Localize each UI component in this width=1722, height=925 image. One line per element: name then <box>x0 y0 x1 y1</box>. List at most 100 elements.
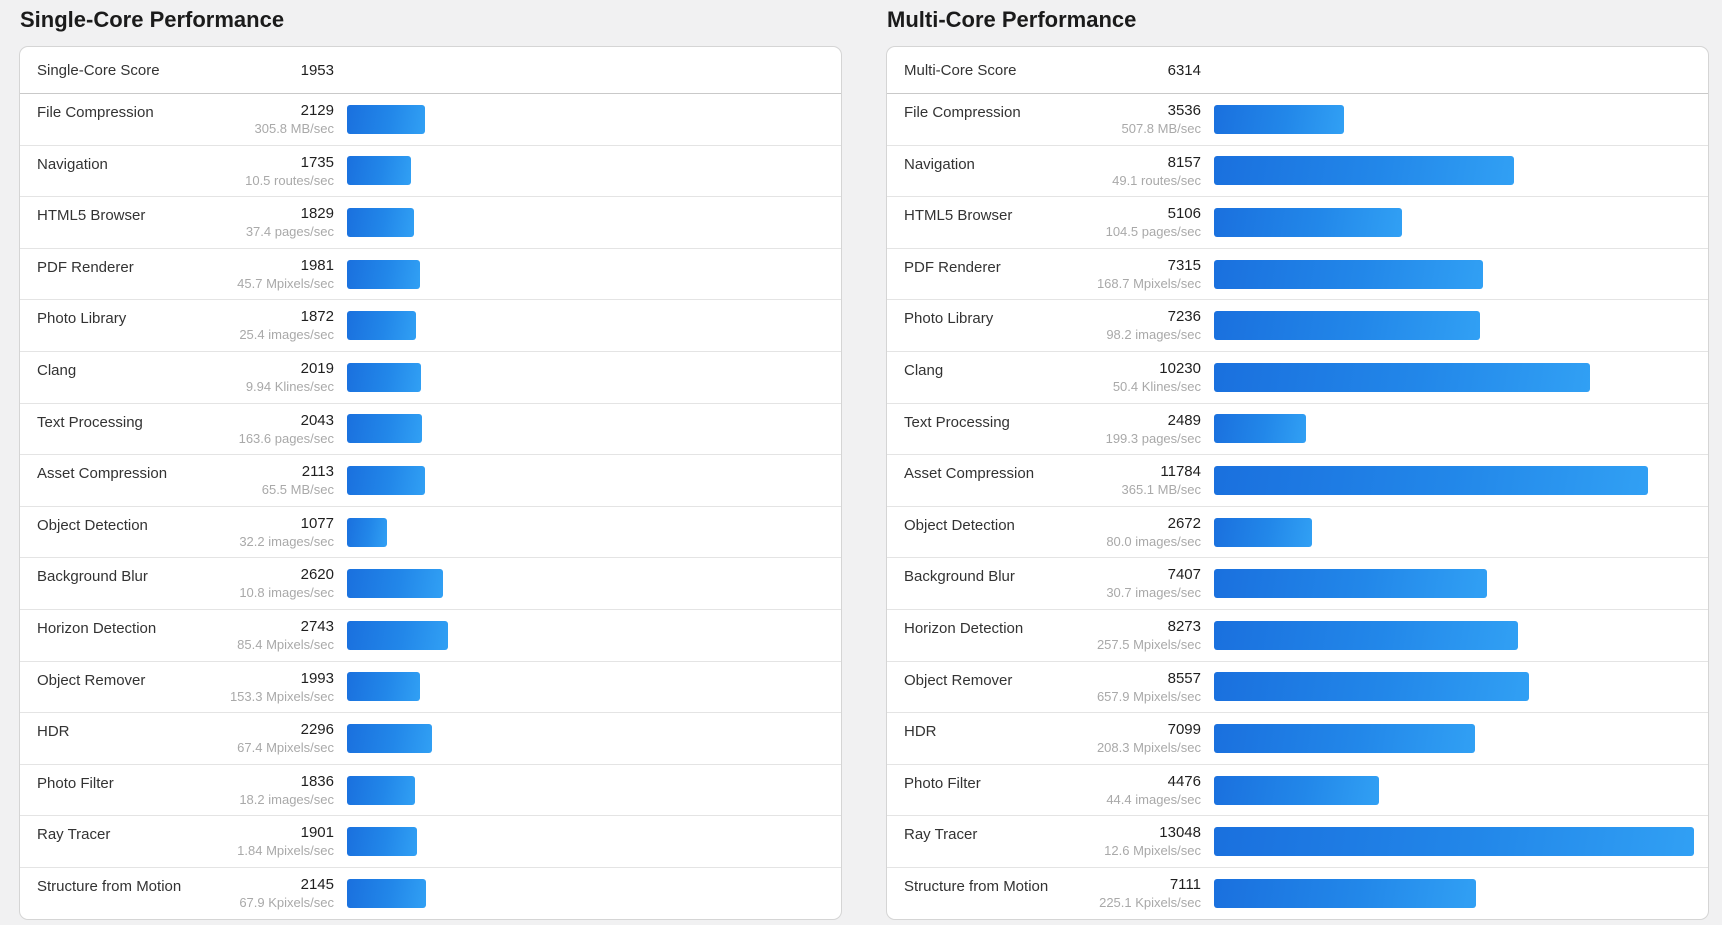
benchmark-rate: 507.8 MB/sec <box>1121 121 1202 136</box>
benchmark-row: Clang 2019 9.94 Klines/sec <box>20 350 841 403</box>
benchmark-score-block: 7315 168.7 Mpixels/sec <box>1066 249 1201 300</box>
benchmark-bar-track <box>1201 404 1708 455</box>
benchmark-score-block: 2672 80.0 images/sec <box>1066 507 1201 558</box>
benchmark-score: 1829 <box>300 205 334 223</box>
benchmark-rate: 45.7 Mpixels/sec <box>237 275 334 291</box>
benchmark-row: Photo Library 7236 98.2 images/sec <box>887 299 1708 351</box>
benchmark-row: HTML5 Browser 1829 37.4 pages/sec <box>20 196 841 248</box>
benchmark-score-block: 1981 45.7 Mpixels/sec <box>199 249 334 300</box>
benchmark-rate: 67.9 Kpixels/sec <box>239 894 334 910</box>
benchmark-name: Asset Compression <box>37 465 168 483</box>
benchmark-row: Photo Library 1872 25.4 images/sec <box>20 299 841 351</box>
benchmark-bar-track <box>1201 610 1708 661</box>
benchmark-bar <box>347 878 426 908</box>
benchmark-name: Object Detection <box>904 516 1015 534</box>
benchmark-bar <box>347 827 417 857</box>
benchmark-score-block: 7111 225.1 Kpixels/sec <box>1066 868 1201 919</box>
benchmark-row: Object Remover 8557 657.9 Mpixels/sec <box>887 660 1708 713</box>
benchmark-bar <box>1214 311 1481 341</box>
benchmark-score-block: 2743 85.4 Mpixels/sec <box>199 610 334 661</box>
benchmark-score: 1981 <box>300 256 334 274</box>
benchmark-bar-track <box>1201 662 1708 713</box>
benchmark-name: Ray Tracer <box>904 826 978 844</box>
benchmark-bar-track <box>334 816 841 867</box>
benchmark-row: Navigation 8157 49.1 routes/sec <box>887 144 1708 197</box>
benchmark-row: Clang 10230 50.4 Klines/sec <box>887 350 1708 403</box>
benchmark-rate: 37.4 pages/sec <box>245 224 334 240</box>
multi-core-score-value: 6314 <box>1167 61 1201 79</box>
benchmark-name: Ray Tracer <box>37 826 111 844</box>
benchmark-bar-track <box>334 507 841 558</box>
benchmark-name: File Compression <box>37 104 154 121</box>
benchmark-bar <box>1214 827 1694 857</box>
benchmark-row: PDF Renderer 7315 168.7 Mpixels/sec <box>887 247 1708 300</box>
benchmark-bar <box>1214 104 1345 134</box>
benchmark-score-block: 2145 67.9 Kpixels/sec <box>199 868 334 919</box>
benchmark-row: Photo Filter 1836 18.2 images/sec <box>20 763 841 816</box>
benchmark-score: 2296 <box>300 721 334 739</box>
benchmark-rate: 257.5 Mpixels/sec <box>1096 636 1201 652</box>
benchmark-score-block: 8157 49.1 routes/sec <box>1066 146 1201 197</box>
benchmark-score: 2620 <box>300 566 334 584</box>
benchmark-bar-track <box>1201 197 1708 248</box>
benchmark-bar <box>1214 465 1648 495</box>
benchmark-row: Asset Compression 2113 65.5 MB/sec <box>20 454 841 506</box>
benchmark-bar <box>1214 672 1529 702</box>
benchmark-row: Object Remover 1993 153.3 Mpixels/sec <box>20 660 841 713</box>
benchmark-score: 1836 <box>300 772 334 790</box>
benchmark-bar-track <box>334 868 841 919</box>
benchmark-bar <box>1214 723 1476 753</box>
single-core-score-row: Single-Core Score 1953 <box>20 47 841 93</box>
benchmark-score: 7236 <box>1167 308 1201 326</box>
benchmark-name: Horizon Detection <box>904 619 1024 637</box>
benchmark-rate: 365.1 MB/sec <box>1121 482 1202 498</box>
benchmark-rate: 98.2 images/sec <box>1106 327 1201 343</box>
benchmark-bar-track <box>1201 455 1708 506</box>
benchmark-rate: 32.2 images/sec <box>239 533 334 549</box>
benchmark-score-block: 2129 305.8 MB/sec <box>199 94 335 145</box>
benchmark-score-block: 1735 10.5 routes/sec <box>199 146 334 197</box>
benchmark-score-block: 1836 18.2 images/sec <box>199 765 334 816</box>
benchmark-rate: 25.4 images/sec <box>239 327 334 343</box>
single-core-rows: File Compression 2129 305.8 MB/sec Navigati… <box>20 93 841 919</box>
benchmark-score-block: 7236 98.2 images/sec <box>1066 300 1201 351</box>
benchmark-row: PDF Renderer 1981 45.7 Mpixels/sec <box>20 247 841 300</box>
benchmark-rate: 85.4 Mpixels/sec <box>237 636 334 652</box>
multi-core-panel-title: Multi-Core Performance <box>887 7 1137 32</box>
benchmark-rate: 657.9 Mpixels/sec <box>1096 688 1201 704</box>
benchmark-score-block: 8273 257.5 Mpixels/sec <box>1066 610 1201 661</box>
benchmark-score: 7111 <box>1169 875 1201 893</box>
benchmark-bar-track <box>334 146 841 197</box>
benchmark-row: HTML5 Browser 5106 104.5 pages/sec <box>887 196 1708 248</box>
benchmark-score-block: 2043 163.6 pages/sec <box>199 404 334 455</box>
benchmark-name: Photo Filter <box>37 774 114 792</box>
benchmark-row: Navigation 1735 10.5 routes/sec <box>20 144 841 197</box>
benchmark-name: Structure from Motion <box>37 877 182 895</box>
benchmark-bar <box>347 362 422 392</box>
benchmark-bar-track <box>334 404 841 455</box>
benchmark-score-block: 3536 507.8 MB/sec <box>1066 94 1202 145</box>
benchmark-rate: 199.3 pages/sec <box>1105 430 1201 446</box>
benchmark-rate: 10.5 routes/sec <box>245 172 334 188</box>
benchmark-name: HTML5 Browser <box>904 207 1013 225</box>
benchmark-name: Background Blur <box>904 568 1015 586</box>
benchmark-row: Ray Tracer 13048 12.6 Mpixels/sec <box>887 815 1708 867</box>
benchmark-bar-track <box>334 300 841 351</box>
benchmark-score-block: 1872 25.4 images/sec <box>199 300 334 351</box>
benchmark-score-block: 13048 12.6 Mpixels/sec <box>1066 816 1201 867</box>
benchmark-bar <box>1214 569 1487 599</box>
multi-core-card: Multi-Core Score 6314 File Compression 35… <box>886 46 1709 920</box>
single-core-card: Single-Core Score 1953 File Compression 2… <box>19 46 842 920</box>
benchmark-bar <box>1214 207 1402 237</box>
benchmark-row: Object Detection 1077 32.2 images/sec <box>20 505 841 558</box>
benchmark-name: Object Remover <box>904 671 1013 689</box>
benchmark-name: Asset Compression <box>904 465 1035 483</box>
single-core-score-label: Single-Core Score <box>37 61 160 79</box>
benchmark-bar-track <box>334 662 841 713</box>
benchmark-bar-track <box>1201 868 1708 919</box>
benchmark-bar <box>347 207 415 237</box>
benchmark-score-block: 4476 44.4 images/sec <box>1066 765 1201 816</box>
benchmark-row: Structure from Motion 2145 67.9 Kpixels/se… <box>20 866 841 919</box>
benchmark-bar-track <box>334 455 841 506</box>
benchmark-row: Horizon Detection 8273 257.5 Mpixels/sec <box>887 608 1708 661</box>
